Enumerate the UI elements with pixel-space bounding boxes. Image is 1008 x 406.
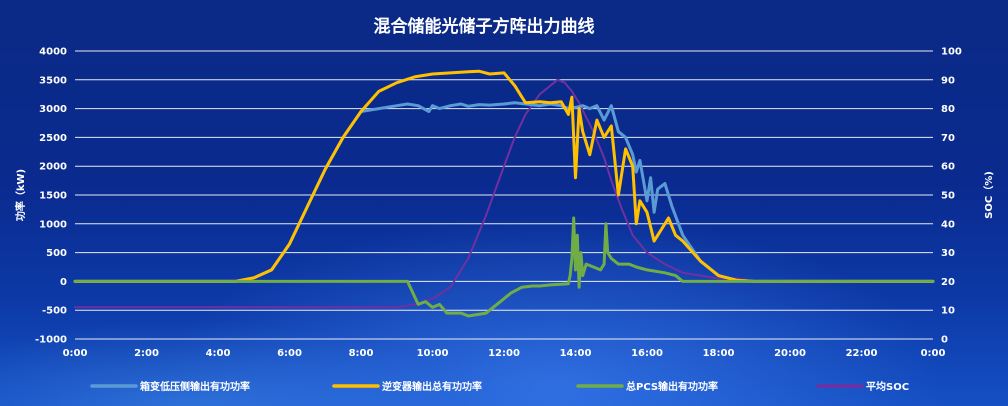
left-tick-label: 2000 [39, 162, 67, 173]
right-tick-label: 100 [941, 47, 962, 58]
right-tick-label: 90 [941, 75, 955, 86]
left-tick-label: 500 [46, 248, 67, 259]
left-y-axis: 4000 3500 3000 2500 2000 1500 1000 500 0 -500 -100… [35, 47, 67, 346]
x-tick-label: 0:00 [921, 348, 946, 359]
x-tick-label: 18:00 [703, 348, 735, 359]
left-tick-label: 3500 [39, 75, 67, 86]
legend-item-3[interactable]: 平均SOC [816, 380, 909, 393]
x-tick-label: 10:00 [417, 348, 449, 359]
left-tick-label: 0 [60, 277, 67, 288]
left-axis-title: 功率（kW) [14, 169, 27, 221]
right-tick-label: 70 [941, 133, 955, 144]
legend-item-2[interactable]: 总PCS输出有功功率 [576, 380, 718, 393]
right-tick-label: 60 [941, 162, 955, 173]
x-axis: 0:00 2:00 4:00 6:00 8:00 10:00 12:00 14:00 16:00… [63, 348, 946, 359]
series-line-2 [73, 216, 935, 318]
x-tick-label: 20:00 [774, 348, 806, 359]
x-tick-label: 0:00 [63, 348, 88, 359]
x-tick-label: 22:00 [846, 348, 878, 359]
left-tick-label: 1500 [39, 191, 67, 202]
right-tick-label: 40 [941, 219, 955, 230]
right-tick-label: 80 [941, 104, 955, 115]
x-tick-label: 8:00 [349, 348, 374, 359]
left-tick-label: 1000 [39, 219, 67, 230]
right-tick-label: 10 [941, 306, 955, 317]
left-tick-label: -1000 [35, 335, 67, 346]
series-line-1 [73, 69, 935, 283]
right-tick-label: 30 [941, 248, 955, 259]
series-line-3 [74, 78, 934, 309]
x-tick-label: 16:00 [631, 348, 663, 359]
x-tick-label: 6:00 [277, 348, 302, 359]
chart-title: 混合储能光储子方阵出力曲线 [374, 16, 595, 37]
series-lines [73, 69, 935, 318]
left-tick-label: 2500 [39, 133, 67, 144]
right-tick-label: 50 [941, 191, 955, 202]
legend-label: 逆变器输出总有功功率 [382, 380, 482, 393]
right-tick-label: 20 [941, 277, 955, 288]
x-tick-label: 4:00 [206, 348, 231, 359]
right-axis-title: SOC（%) [982, 171, 995, 219]
x-tick-label: 14:00 [560, 348, 592, 359]
series-line-0 [73, 101, 935, 283]
x-tick-label: 2:00 [134, 348, 159, 359]
left-tick-label: -500 [42, 306, 67, 317]
left-tick-label: 3000 [39, 104, 67, 115]
legend-item-0[interactable]: 箱变低压侧输出有功功率 [90, 380, 250, 393]
grid-lines [75, 50, 933, 340]
right-tick-label: 0 [941, 335, 948, 346]
legend[interactable]: 箱变低压侧输出有功功率 逆变器输出总有功功率 总PCS输出有功功率 平均SOC [90, 380, 909, 393]
left-tick-label: 4000 [39, 47, 67, 58]
legend-label: 总PCS输出有功功率 [626, 380, 718, 393]
x-tick-label: 12:00 [488, 348, 520, 359]
legend-label: 平均SOC [866, 380, 909, 393]
legend-item-1[interactable]: 逆变器输出总有功功率 [332, 380, 482, 393]
legend-label: 箱变低压侧输出有功功率 [140, 380, 250, 393]
